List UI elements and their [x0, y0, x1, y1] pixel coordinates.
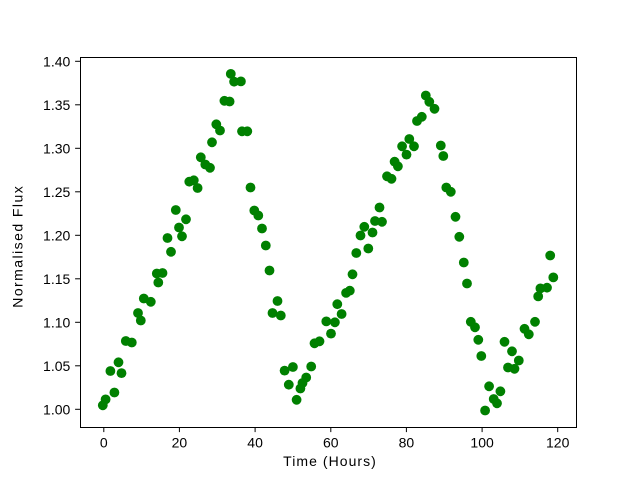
svg-text:80: 80: [399, 435, 415, 451]
svg-text:1.35: 1.35: [43, 97, 70, 113]
svg-text:1.10: 1.10: [43, 314, 70, 330]
svg-text:1.00: 1.00: [43, 401, 70, 417]
svg-text:120: 120: [546, 435, 570, 451]
svg-text:1.40: 1.40: [43, 53, 70, 69]
svg-text:20: 20: [172, 435, 188, 451]
svg-text:0: 0: [100, 435, 108, 451]
svg-text:1.30: 1.30: [43, 140, 70, 156]
svg-text:100: 100: [470, 435, 494, 451]
svg-text:40: 40: [247, 435, 263, 451]
svg-text:60: 60: [323, 435, 339, 451]
svg-text:1.25: 1.25: [43, 184, 70, 200]
svg-text:1.15: 1.15: [43, 271, 70, 287]
svg-text:Time (Hours): Time (Hours): [283, 453, 377, 469]
svg-text:Normalised Flux: Normalised Flux: [10, 185, 26, 308]
svg-text:1.05: 1.05: [43, 358, 70, 374]
svg-text:1.20: 1.20: [43, 227, 70, 243]
